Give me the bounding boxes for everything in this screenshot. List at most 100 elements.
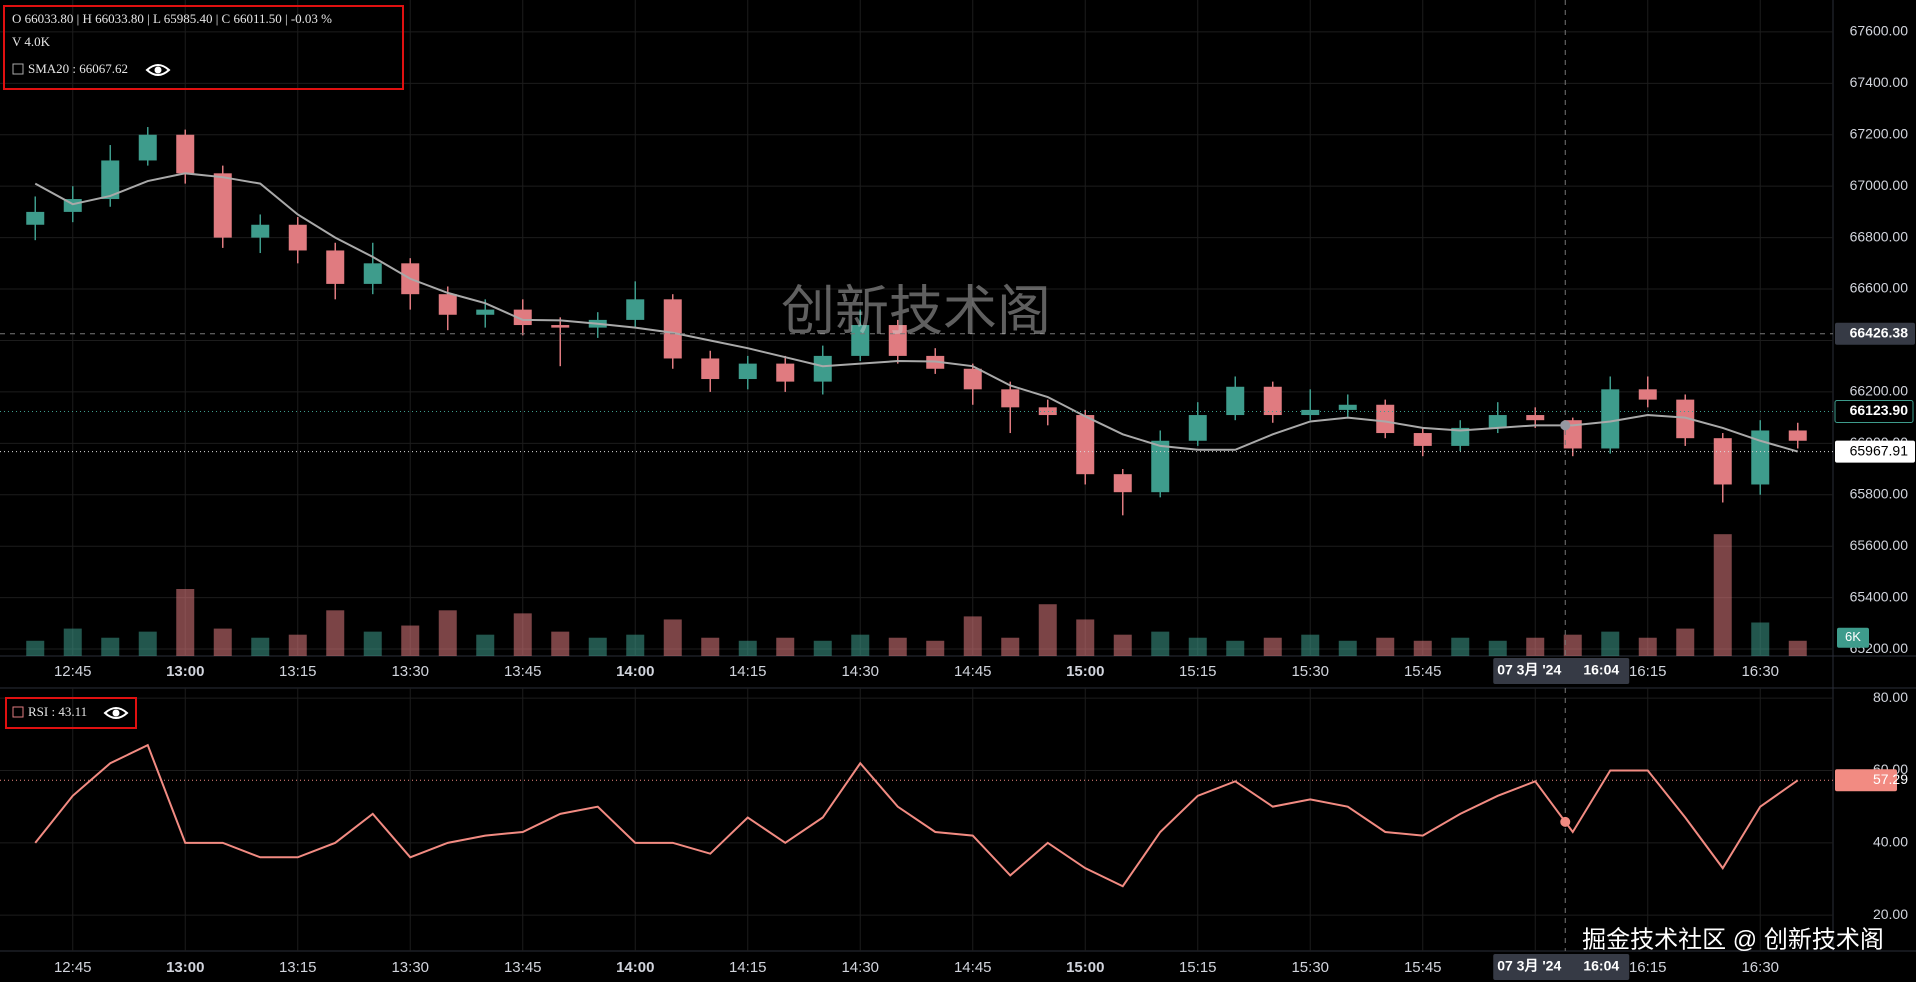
y-tick-label: 20.00 xyxy=(1873,906,1908,922)
volume-bar xyxy=(1788,640,1807,656)
y-tick-label: 66800.00 xyxy=(1850,228,1909,244)
series-icon xyxy=(12,706,24,718)
candle-body xyxy=(513,309,532,326)
x-tick-label: 13:00 xyxy=(166,663,204,680)
candle-body xyxy=(1451,427,1470,446)
volume-bar xyxy=(438,610,457,656)
volume-bar xyxy=(1188,637,1207,656)
candle-body xyxy=(1338,404,1357,410)
candle-body xyxy=(1788,430,1807,441)
volume-bar xyxy=(1301,634,1320,656)
volume-bar xyxy=(176,589,195,656)
volume-bar xyxy=(663,619,682,656)
volume-bar xyxy=(1713,534,1732,656)
x-tick-label: 15:00 xyxy=(1066,959,1104,976)
volume-tag xyxy=(1837,627,1869,648)
time-tag xyxy=(1493,658,1630,684)
candle-body xyxy=(101,160,120,200)
candle-body xyxy=(1151,440,1170,493)
x-tick-label: 16:15 xyxy=(1629,959,1667,976)
candle-body xyxy=(1226,386,1245,416)
volume-bar xyxy=(1376,637,1395,656)
candle-body xyxy=(326,250,345,284)
x-tick-label: 14:15 xyxy=(729,663,767,680)
candle-body xyxy=(438,294,457,315)
y-tick-label: 40.00 xyxy=(1873,834,1908,850)
x-tick-label: 13:45 xyxy=(504,663,542,680)
x-tick-label: 16:30 xyxy=(1741,959,1779,976)
volume-bar xyxy=(401,625,420,656)
volume-bar xyxy=(1001,637,1020,656)
x-tick-label: 14:45 xyxy=(954,959,992,976)
volume-bar xyxy=(701,637,720,656)
x-tick-label: 13:30 xyxy=(391,959,429,976)
visibility-toggle[interactable] xyxy=(145,64,171,76)
time-tag-date: 07 3月 '24 xyxy=(1497,958,1561,974)
candle-body xyxy=(1076,415,1095,475)
time-tag-time: 16:04 xyxy=(1583,958,1619,974)
candle-body xyxy=(363,263,382,284)
rsi-line xyxy=(34,743,1799,888)
candle-body xyxy=(1038,407,1057,416)
y-tick-label: 66600.00 xyxy=(1850,280,1909,296)
volume-bar xyxy=(326,610,345,656)
candle-body xyxy=(1488,415,1507,428)
volume-bar xyxy=(1451,637,1470,656)
sma-legend: SMA20 : 66067.62 xyxy=(28,61,128,76)
candle-body xyxy=(176,134,195,174)
volume-bar xyxy=(288,634,307,656)
legend-box xyxy=(5,697,137,729)
sma-line xyxy=(34,172,1799,453)
volume-bar xyxy=(213,628,232,656)
volume-bar xyxy=(1601,631,1620,656)
candle-body xyxy=(1301,409,1320,416)
x-tick-label: 15:30 xyxy=(1291,959,1329,976)
y-tick-label: 80.00 xyxy=(1873,689,1908,705)
visibility-toggle[interactable] xyxy=(103,707,129,719)
candle-body xyxy=(776,363,795,382)
y-tick-label: 66200.00 xyxy=(1850,383,1909,399)
volume-bar xyxy=(101,637,120,656)
volume-bar xyxy=(1263,637,1282,656)
volume-bar xyxy=(851,634,870,656)
candle-body xyxy=(1601,389,1620,449)
series-icon xyxy=(12,63,24,75)
candle-body xyxy=(138,134,157,161)
volume-bar xyxy=(363,631,382,656)
volume-bar xyxy=(588,637,607,656)
candle-body xyxy=(851,325,870,356)
volume-legend: V 4.0K xyxy=(12,34,51,49)
candle-body xyxy=(1751,430,1770,485)
candle-body xyxy=(251,224,270,238)
x-tick-label: 14:30 xyxy=(841,663,879,680)
volume-bar xyxy=(1676,628,1695,656)
candle-body xyxy=(476,309,495,315)
candle-body xyxy=(1676,399,1695,439)
footer-credit: 掘金技术社区 @ 创新技术阁 xyxy=(1582,926,1884,953)
volume-bar xyxy=(1638,637,1657,656)
rsi-legend: RSI : 43.11 xyxy=(28,704,87,719)
candle-body xyxy=(1376,404,1395,434)
x-tick-label: 16:30 xyxy=(1741,663,1779,680)
y-tick-label: 65400.00 xyxy=(1850,588,1909,604)
y-tick-label: 65600.00 xyxy=(1850,537,1909,553)
x-tick-label: 14:30 xyxy=(841,959,879,976)
x-tick-label: 16:15 xyxy=(1629,663,1667,680)
candle-body xyxy=(1113,474,1132,493)
x-tick-label: 13:15 xyxy=(279,959,317,976)
price-tag xyxy=(1835,322,1915,345)
ohlc-legend: O 66033.80 | H 66033.80 | L 65985.40 | C… xyxy=(12,11,332,26)
x-tick-label: 14:00 xyxy=(616,663,654,680)
candle-body xyxy=(663,299,682,359)
volume-bar xyxy=(138,631,157,656)
time-tag-time: 16:04 xyxy=(1583,662,1619,678)
candle-body xyxy=(1713,438,1732,485)
x-tick-label: 15:30 xyxy=(1291,663,1329,680)
volume-bar xyxy=(476,634,495,656)
candle-body xyxy=(1638,389,1657,400)
candle-body xyxy=(963,368,982,390)
x-tick-label: 13:00 xyxy=(166,959,204,976)
volume-bar xyxy=(251,637,270,656)
